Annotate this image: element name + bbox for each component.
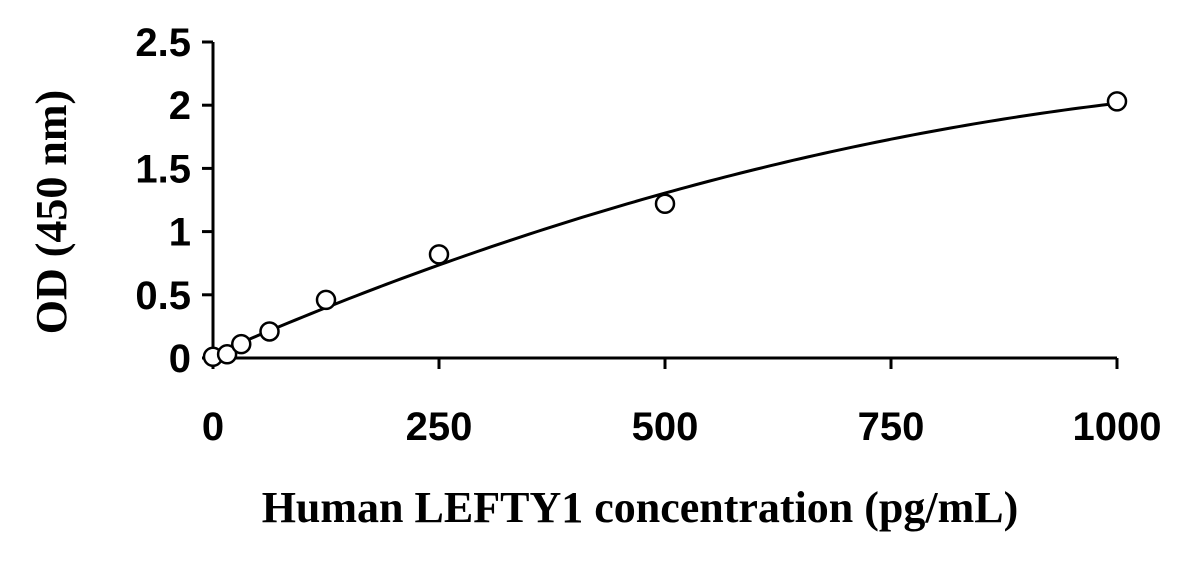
y-tick-label: 0 (169, 337, 191, 381)
y-tick-label: 1 (169, 211, 191, 255)
x-tick-label: 750 (858, 405, 925, 449)
x-tick-label: 1000 (1073, 405, 1162, 449)
x-tick-label: 250 (406, 405, 473, 449)
fit-curve (212, 101, 1118, 357)
x-tick-label: 500 (632, 405, 699, 449)
y-axis-title: OD (450 nm) (27, 90, 76, 334)
x-axis-title: Human LEFTY1 concentration (pg/mL) (262, 483, 1019, 532)
data-point (315, 289, 337, 311)
y-axis-ticks: 0 0.5 1 1.5 2 2.5 (135, 21, 213, 381)
x-tick-label: 0 (202, 405, 224, 449)
data-points (202, 91, 1128, 367)
x-axis-ticks: 0 250 500 750 1000 (202, 358, 1162, 449)
y-tick-label: 1.5 (135, 147, 191, 191)
y-tick-label: 2.5 (135, 21, 191, 65)
data-point (216, 343, 238, 365)
data-point (259, 321, 280, 342)
data-point (231, 333, 252, 355)
data-point (428, 244, 450, 265)
y-tick-label: 0.5 (135, 274, 191, 318)
data-point (1106, 91, 1128, 112)
data-point (654, 193, 676, 215)
y-tick-label: 2 (169, 84, 191, 128)
